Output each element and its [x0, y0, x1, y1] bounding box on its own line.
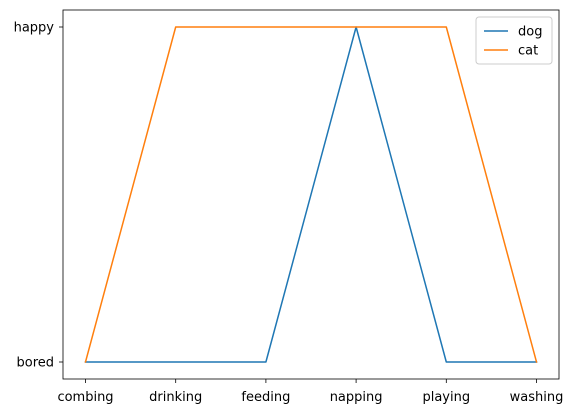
x-tick-label: washing	[510, 390, 564, 405]
y-axis: bored happy	[14, 21, 63, 371]
series-layer	[84, 26, 538, 363]
series-line-dog	[84, 26, 538, 363]
legend-entry-cat: cat	[484, 44, 538, 59]
legend: dog cat	[475, 16, 553, 65]
x-tick-label: napping	[330, 390, 383, 405]
legend-label-dog: dog	[518, 25, 542, 40]
y-tick-label: bored	[16, 356, 54, 371]
x-tick-label: combing	[57, 390, 113, 405]
y-tick-label: happy	[14, 21, 55, 36]
legend-box	[475, 16, 553, 65]
x-tick-label: drinking	[149, 390, 202, 405]
series-line-cat	[84, 26, 538, 363]
plot-frame	[62, 9, 560, 380]
legend-entry-dog: dog	[484, 25, 542, 40]
x-tick-label: feeding	[241, 390, 290, 405]
legend-label-cat: cat	[518, 44, 538, 59]
x-tick-label: playing	[422, 390, 470, 405]
x-axis: combing drinking feeding napping playing wash…	[57, 379, 563, 405]
